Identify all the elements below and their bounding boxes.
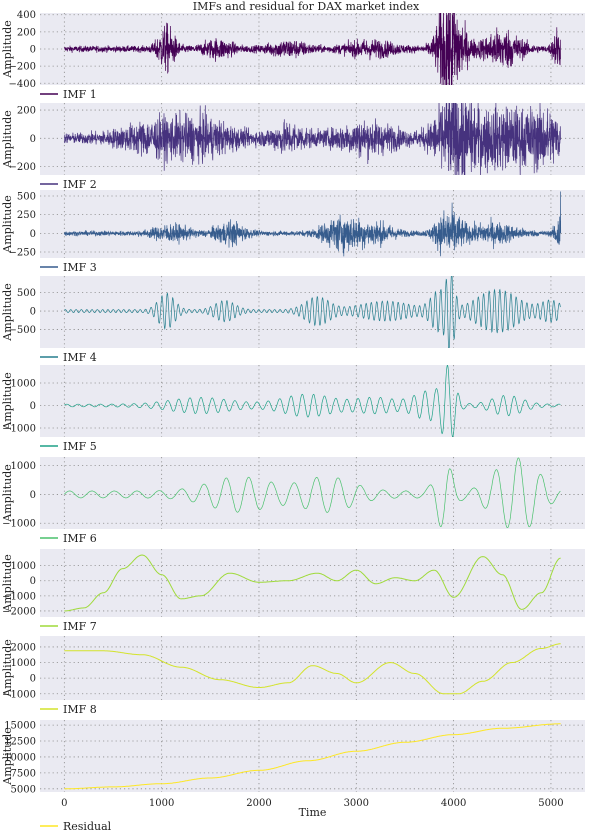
y-tick-label: 2000 [11, 642, 36, 653]
legend-label: IMF 6 [63, 532, 97, 545]
legend-label: Residual [63, 820, 112, 833]
chart-title: IMFs and residual for DAX market index [193, 0, 420, 13]
legend-label: IMF 5 [63, 440, 97, 453]
series-line-6 [64, 457, 561, 529]
y-tick-label: 0 [30, 307, 36, 318]
series-line-9 [64, 723, 561, 790]
legend-label: IMF 8 [63, 703, 97, 716]
y-axis-label: Amplitude [1, 639, 14, 698]
y-axis-label: Amplitude [1, 372, 14, 431]
panel-background [40, 190, 585, 258]
legend-label: IMF 7 [63, 620, 97, 633]
panel-background [40, 549, 585, 617]
y-tick-label: −200 [9, 62, 36, 73]
y-tick-label: 5000 [11, 784, 36, 795]
x-tick-label: 1000 [149, 798, 174, 809]
x-tick-label: 3000 [344, 798, 369, 809]
y-tick-label: −2000 [2, 606, 36, 617]
y-tick-label: 12500 [4, 737, 36, 748]
y-axis-label: Amplitude [1, 727, 14, 786]
panel-background [40, 720, 585, 792]
y-tick-label: 0 [30, 134, 36, 145]
panel-9: 50007500100001250015000AmplitudeResidual… [1, 720, 585, 833]
series-line-5 [64, 365, 561, 437]
y-tick-label: 7500 [11, 768, 36, 779]
y-tick-label: 0 [30, 45, 36, 56]
y-axis-label: Amplitude [1, 20, 14, 79]
x-axis-label: Time [299, 806, 327, 819]
y-tick-label: 0 [30, 576, 36, 587]
series-line-4 [63, 276, 561, 348]
y-tick-label: −200 [9, 162, 36, 173]
y-tick-label: −1000 [2, 591, 36, 602]
x-tick-label: 0 [61, 798, 67, 809]
x-tick-label: 4000 [441, 798, 466, 809]
legend-label: IMF 4 [63, 351, 97, 364]
y-tick-label: 1000 [11, 379, 36, 390]
series-line-1 [63, 13, 561, 85]
y-tick-label: 1000 [11, 658, 36, 669]
x-tick-label: 5000 [538, 798, 563, 809]
panel-background [40, 457, 585, 529]
panel-background [40, 365, 585, 437]
y-axis-label: Amplitude [1, 110, 14, 169]
panel-background [40, 636, 585, 700]
series-line-2 [63, 103, 561, 175]
y-tick-label: 200 [17, 106, 36, 117]
series-line-7 [64, 554, 561, 612]
y-tick-label: −400 [9, 79, 36, 90]
y-tick-label: 10000 [4, 752, 36, 763]
y-tick-label: 1000 [11, 461, 36, 472]
y-tick-label: 0 [30, 674, 36, 685]
y-axis-label: Amplitude [1, 195, 14, 254]
y-tick-label: 0 [30, 490, 36, 501]
y-tick-label: 15000 [4, 721, 36, 732]
y-tick-label: −1000 [2, 689, 36, 700]
y-tick-label: 0 [30, 229, 36, 240]
y-axis-label: Amplitude [1, 554, 14, 613]
y-tick-label: −1000 [2, 519, 36, 530]
y-axis-label: Amplitude [1, 283, 14, 342]
y-tick-label: −1000 [2, 424, 36, 435]
y-tick-label: −500 [9, 325, 36, 336]
y-tick-label: 0 [30, 401, 36, 412]
y-tick-label: −250 [9, 248, 36, 259]
x-tick-label: 2000 [246, 798, 271, 809]
series-line-3 [63, 191, 562, 257]
y-axis-label: Amplitude [1, 464, 14, 523]
y-tick-label: 200 [17, 27, 36, 38]
y-tick-label: 500 [17, 191, 36, 202]
y-tick-label: 1000 [11, 561, 36, 572]
legend-label: IMF 1 [63, 88, 97, 101]
series-line-8 [64, 643, 561, 695]
y-tick-label: 250 [17, 210, 36, 221]
y-tick-label: 500 [17, 288, 36, 299]
y-tick-label: 400 [17, 10, 36, 21]
legend-label: IMF 3 [63, 261, 97, 274]
legend-label: IMF 2 [63, 178, 97, 191]
